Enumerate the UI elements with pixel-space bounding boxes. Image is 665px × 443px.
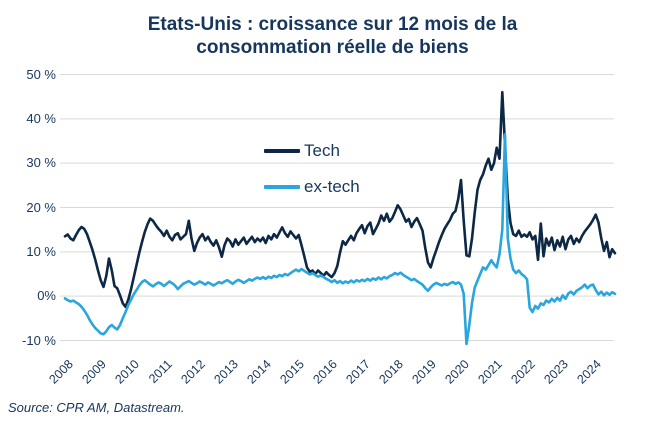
tech-line-swatch (264, 149, 300, 153)
chart-title-line1: Etats-Unis : croissance sur 12 mois de l… (147, 14, 518, 35)
extech-series-line (63, 133, 617, 346)
series-lines (63, 90, 617, 346)
legend-item-extech: ex-tech (264, 169, 360, 205)
legend-label-extech: ex-tech (304, 177, 360, 196)
gridlines (60, 74, 614, 341)
legend: Tech ex-tech (264, 133, 360, 205)
source-note: Source: CPR AM, Datastream. (8, 400, 185, 415)
y-tick-label: 20 % (26, 199, 56, 215)
legend-label-tech: Tech (304, 141, 340, 160)
y-tick-label: 0% (37, 288, 56, 304)
legend-item-tech: Tech (264, 133, 360, 169)
tech-series-line (63, 90, 617, 309)
extech-line-swatch (264, 185, 300, 189)
y-tick-label: -10 % (22, 332, 56, 348)
y-tick-label: 10 % (26, 243, 56, 259)
chart-title-line2: consommation réelle de biens (196, 37, 469, 59)
y-tick-label: 30 % (26, 155, 56, 171)
y-tick-label: 50 % (26, 66, 56, 82)
y-tick-label: 40 % (26, 110, 56, 126)
chart-title: Etats-Unis : croissance sur 12 mois de l… (0, 13, 665, 59)
